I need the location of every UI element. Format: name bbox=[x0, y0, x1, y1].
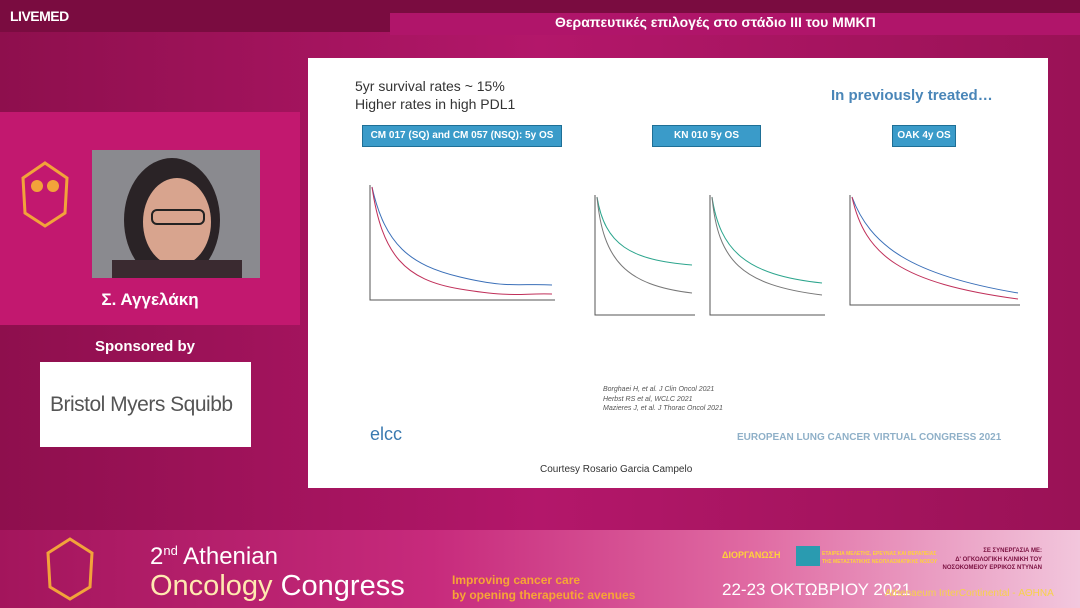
study-tag: CM 017 (SQ) and CM 057 (NSQ): 5y OS bbox=[362, 125, 562, 147]
brand: LIVEMED bbox=[10, 8, 69, 24]
congress-word: Athenian bbox=[183, 543, 278, 570]
glasses bbox=[151, 209, 205, 225]
owl-eye bbox=[31, 180, 43, 192]
sponsored-label: Sponsored by bbox=[94, 338, 195, 355]
axes bbox=[849, 195, 1020, 306]
collaboration-line: ΝΟΣΟΚΟΜΕΙΟΥ ΕΡΡΙΚΟΣ ΝΤΥΝΑΝ bbox=[942, 565, 1043, 571]
km-curve bbox=[851, 196, 1019, 294]
reference: Herbst RS et al, WCLC 2021 bbox=[603, 396, 693, 403]
km-curve bbox=[711, 196, 823, 296]
speaker-name: Σ. Αγγελάκη bbox=[101, 290, 199, 309]
km-plot bbox=[369, 185, 555, 301]
owl-logo bbox=[21, 161, 69, 228]
km-curve bbox=[851, 196, 1019, 300]
axes bbox=[369, 185, 555, 301]
slide-courtesy: Courtesy Rosario Garcia Campelo bbox=[540, 464, 693, 475]
footer bbox=[0, 530, 1080, 608]
collaboration-line: ΣΕ ΣΥΝΕΡΓΑΣΙΑ ΜΕ: bbox=[983, 548, 1042, 554]
study-tag: OAK 4y OS bbox=[892, 125, 956, 147]
congress-line1: 2nd Athenian bbox=[150, 543, 278, 571]
tagline: by opening therapeutic avenues bbox=[452, 588, 636, 602]
km-plot bbox=[849, 195, 1020, 306]
tagline: Improving cancer care bbox=[452, 573, 581, 587]
slide-congress: EUROPEAN LUNG CANCER VIRTUAL CONGRESS 20… bbox=[737, 432, 1002, 443]
ordinal-suffix: nd bbox=[163, 543, 178, 558]
slide-logo: elcc bbox=[370, 424, 403, 444]
organizer-label: ΔΙΟΡΓΑΝΩΣΗ bbox=[722, 550, 781, 560]
km-curve bbox=[371, 186, 553, 286]
km-curve bbox=[711, 196, 823, 284]
axes bbox=[594, 195, 695, 316]
study-tag: KN 010 5y OS bbox=[652, 125, 761, 147]
congress-line2: Oncology Congress bbox=[150, 570, 405, 603]
slide-note: In previously treated… bbox=[831, 87, 993, 104]
ordinal: 2 bbox=[150, 543, 164, 570]
km-plot bbox=[594, 195, 695, 316]
speaker-figure bbox=[112, 158, 242, 278]
organizer-line: ΕΤΑΙΡΕΙΑ ΜΕΛΕΤΗΣ, ΕΡΕΥΝΑΣ ΚΑΙ ΘΕΡΑΠΕΙΑΣ bbox=[822, 551, 937, 557]
km-plot bbox=[709, 195, 825, 316]
reference: Mazieres J, et al. J Thorac Oncol 2021 bbox=[603, 405, 723, 412]
owl-eye bbox=[47, 180, 59, 192]
footer-owl bbox=[46, 537, 94, 601]
title-bar bbox=[390, 13, 1080, 35]
slide-line: 5yr survival rates ~ 15% bbox=[355, 78, 505, 94]
sponsor-name: Bristol Myers Squibb bbox=[50, 393, 233, 416]
km-curve bbox=[596, 196, 693, 294]
survival-figures bbox=[369, 185, 1020, 316]
session-title: Θεραπευτικές επιλογές στο στάδιο ΙΙΙ του… bbox=[555, 14, 876, 30]
dates: 22-23 ΟΚΤΩΒΡΙΟΥ 2021 bbox=[722, 580, 912, 599]
face bbox=[143, 178, 211, 266]
sponsor-box bbox=[40, 362, 251, 447]
organizer-logo bbox=[796, 546, 820, 566]
km-curve bbox=[596, 196, 693, 266]
slide-line: Higher rates in high PDL1 bbox=[355, 96, 516, 112]
congress-word: Oncology bbox=[150, 570, 273, 602]
venue: Athenaeum InterContinental - ΑΘΗΝΑ bbox=[885, 588, 1054, 599]
webcam-video bbox=[92, 150, 260, 278]
axes bbox=[709, 195, 825, 316]
organizer-line: ΤΗΣ ΜΕΤΑΣΤΑΤΙΚΗΣ ΝΕΟΠΛΑΣΜΑΤΙΚΗΣ ΝΟΣΟΥ bbox=[822, 559, 938, 565]
reference: Borghaei H, et al. J Clin Oncol 2021 bbox=[603, 386, 715, 393]
owl-shape bbox=[46, 537, 94, 601]
km-curve bbox=[371, 186, 553, 295]
collaboration-line: Δ' ΟΓΚΟΛΟΓΙΚΗ ΚΛΙΝΙΚΗ ΤΟΥ bbox=[955, 557, 1042, 563]
clothes bbox=[112, 260, 242, 278]
owl-shape bbox=[21, 161, 69, 228]
congress-word: Congress bbox=[280, 570, 405, 602]
